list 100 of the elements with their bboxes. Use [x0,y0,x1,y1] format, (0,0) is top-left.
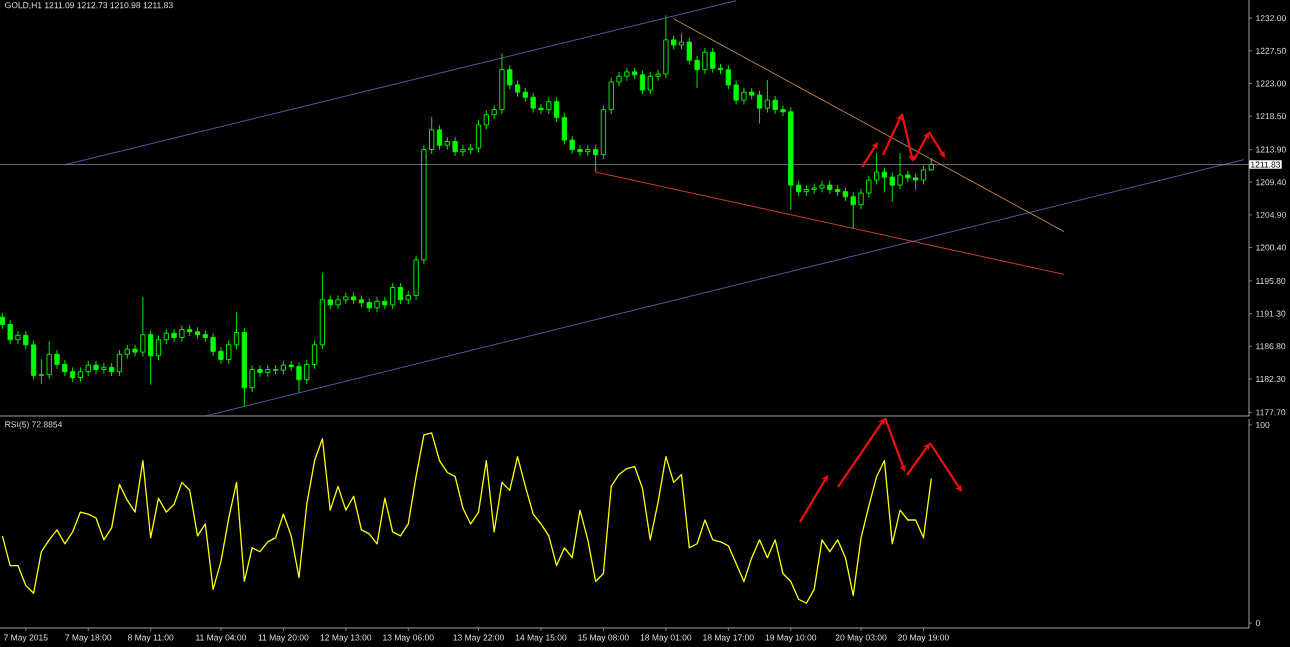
candlestick [592,144,599,173]
candlestick [850,191,856,230]
y-tick-label: 1200.40 [1256,244,1286,251]
x-tick-label: 18 May 01:00 [640,634,692,643]
y-tick-label: 0 [1255,620,1260,627]
candlestick [46,340,52,380]
candlestick [7,319,13,345]
candlestick [881,167,888,193]
candlestick [686,37,692,66]
candlestick [257,364,263,378]
candlestick [436,125,443,150]
candlestick [397,282,404,305]
candlestick [140,296,146,357]
x-tick-label: 12 May 13:00 [320,634,372,643]
candlestick [132,344,138,357]
y-tick-label: 1213.90 [1256,146,1286,153]
candlestick [390,282,396,310]
y-tick-label: 1177.70 [1256,409,1286,416]
y-tick-label: 1195.80 [1256,277,1286,284]
y-tick-label: 1209.40 [1256,179,1286,186]
candlestick [733,80,739,105]
y-tick-label: 1186.80 [1256,343,1286,350]
candlestick [858,188,864,210]
candlestick [624,67,630,82]
candlestick [218,346,224,365]
candlestick [233,311,240,350]
x-tick-label: 7 May 18:00 [65,634,112,643]
y-tick-label: 1223.00 [1256,80,1286,87]
candlestick [561,112,568,145]
y-tick-label: 100 [1256,421,1270,428]
y-tick-label: 1232.00 [1256,15,1286,22]
candlestick [179,324,185,343]
candlestick [780,104,786,117]
candlestick [507,64,513,90]
candlestick [577,144,583,157]
y-tick-label: 1218.50 [1256,113,1286,120]
x-tick-label: 20 May 19:00 [898,634,949,643]
candlestick [374,296,380,313]
candlestick [553,96,560,123]
y-tick-label: 1227.50 [1256,47,1286,54]
candlestick [725,64,731,90]
x-tick-label: 8 May 11:00 [127,634,174,643]
candlestick [764,79,770,113]
candlestick [335,295,341,310]
candlestick [756,90,763,124]
candlestick [639,69,646,95]
candlestick [452,136,458,157]
candlestick [702,47,708,75]
y-tick-label: 1182.30 [1256,375,1286,382]
candlestick [382,296,388,310]
candlestick [249,364,255,393]
candlestick [460,144,466,157]
x-tick-label: 19 May 10:00 [765,634,817,643]
chart-title: GOLD,H1 1211.09 1212.73 1210.98 1211.83 [5,2,173,10]
x-tick-label: 11 May 04:00 [196,634,247,643]
candlestick [210,332,216,357]
candlestick [15,330,21,345]
y-tick-label: 1191.30 [1256,310,1286,317]
candlestick [475,120,482,153]
candlestick [710,47,716,74]
candlestick [874,152,880,185]
x-tick-label: 7 May 2015 [4,634,48,643]
candlestick [171,328,177,343]
candlestick [93,360,99,375]
candlestick [272,364,279,376]
candlestick [483,109,489,130]
candlestick [296,361,302,394]
x-tick-label: 13 May 22:00 [453,634,504,643]
x-tick-label: 18 May 17:00 [703,634,754,643]
candlestick [54,349,60,370]
candlestick [23,330,29,350]
x-tick-label: 20 May 03:00 [835,634,887,643]
line-series [1,432,932,604]
ref-line-label: 1211.83 [1251,161,1281,168]
candlestick [311,340,318,370]
y-tick-label: 1204.90 [1256,211,1286,218]
candlestick [819,180,825,193]
candlestick [304,359,310,385]
candlestick [538,103,544,115]
x-tick-label: 14 May 15:00 [515,634,567,643]
candlestick [569,135,575,155]
x-tick-label: 13 May 06:00 [383,634,434,643]
candlestick [647,71,653,95]
candlestick [889,172,895,203]
candlestick [741,87,747,105]
chart-title: RSI(5) 72.8854 [5,421,63,430]
candlestick [920,165,927,185]
candlestick [772,95,778,115]
candlestick [226,340,232,365]
candlestick [429,116,435,155]
x-tick-label: 11 May 20:00 [258,634,309,643]
candlestick [38,358,45,385]
candlestick [155,334,162,361]
candlestick [148,329,154,386]
x-tick-label: 15 May 08:00 [578,634,629,643]
candlestick [116,349,123,377]
candlestick [530,92,536,113]
candlestick [616,71,622,87]
candlestick [897,152,903,190]
candlestick [694,55,700,89]
